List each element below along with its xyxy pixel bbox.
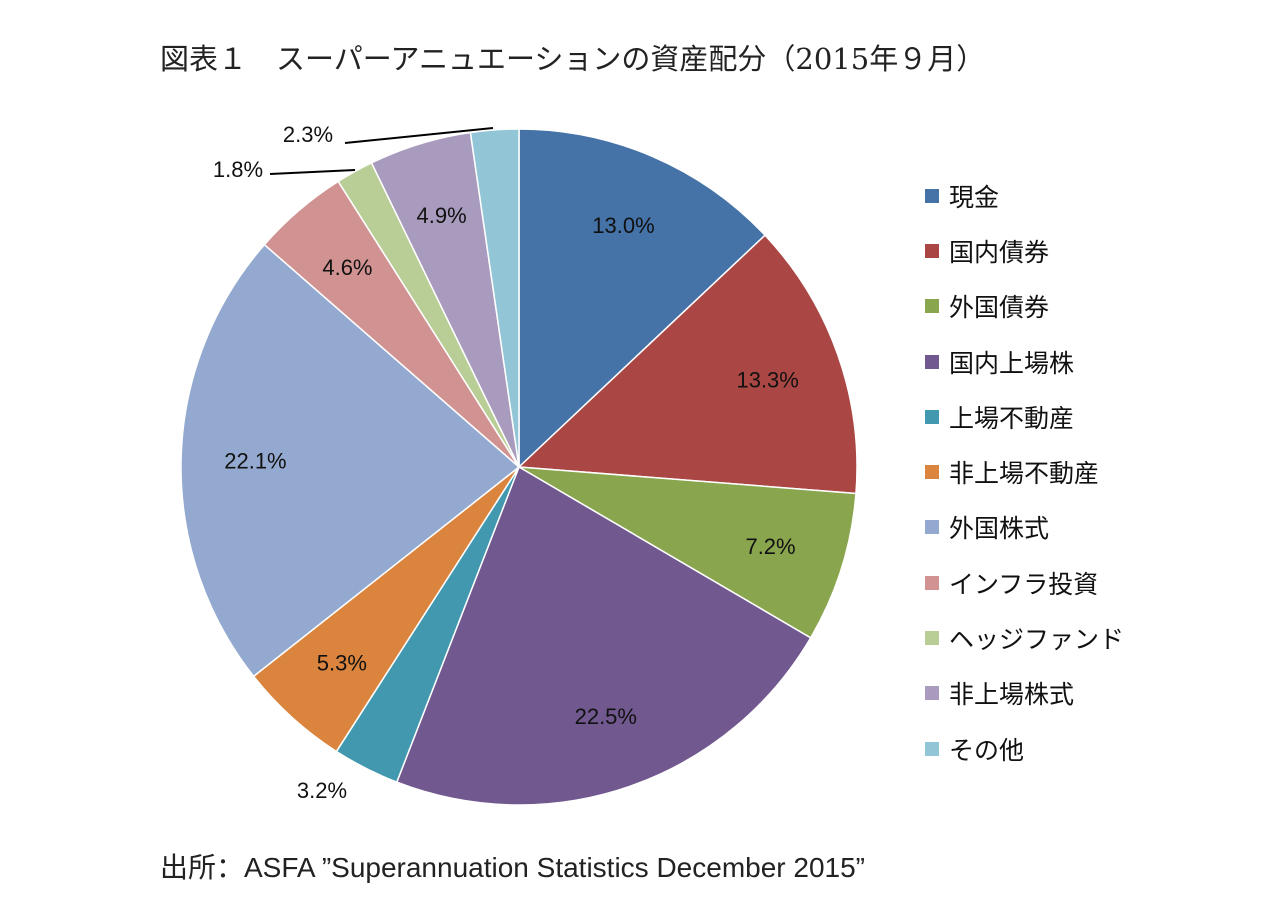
data-label-1: 13.3% <box>736 367 798 392</box>
legend-swatch <box>925 686 939 701</box>
pie-slice-1 <box>517 234 858 495</box>
legend-item: 国内債券 <box>925 223 1124 278</box>
legend-label: 国内上場株 <box>949 348 1075 378</box>
legend-label: 非上場不動産 <box>949 459 1100 489</box>
chart-title: 図表１ スーパーアニュエーションの資産配分（2015年９月） <box>160 42 986 76</box>
legend-swatch <box>925 188 939 203</box>
legend-label: 非上場株式 <box>949 680 1075 710</box>
pie-slice-3 <box>395 465 812 806</box>
legend-swatch <box>925 354 939 369</box>
legend-swatch <box>925 741 939 756</box>
legend-item: 非上場不動産 <box>925 444 1124 499</box>
legend-label: 上場不動産 <box>949 403 1075 433</box>
legend-swatch <box>925 575 939 590</box>
legend-label: 国内債券 <box>949 237 1050 267</box>
legend-item: 非上場株式 <box>925 666 1124 721</box>
legend-swatch <box>925 631 939 646</box>
pie-slice-0 <box>518 128 767 469</box>
data-label-0: 13.0% <box>592 213 654 238</box>
legend-item: インフラ投資 <box>925 555 1124 610</box>
legend-swatch <box>925 409 939 424</box>
legend-item: 上場不動産 <box>925 389 1124 444</box>
legend-swatch <box>925 243 939 258</box>
legend: 現金国内債券外国債券国内上場株上場不動産非上場不動産 外国株式インフラ投資 ヘッジフ… <box>925 168 1124 776</box>
pie-slice-10 <box>469 128 520 468</box>
legend-item: 現金 <box>925 168 1124 223</box>
pie-slice-2 <box>518 466 857 639</box>
data-label-5: 5.3% <box>317 650 367 675</box>
legend-item: 国内上場株 <box>925 334 1124 389</box>
data-label-4: 3.2% <box>297 778 347 803</box>
source-note: 出所：ASFA ”Superannuation Statistics Decem… <box>160 852 866 883</box>
legend-label: ヘッジファンド <box>949 625 1125 655</box>
legend-item: 外国債券 <box>925 279 1124 334</box>
data-label-9: 4.9% <box>417 203 467 228</box>
data-label-10: 2.3% <box>283 122 333 147</box>
data-label-3: 22.5% <box>575 704 637 729</box>
leader-line-8 <box>269 169 356 175</box>
data-label-6: 22.1% <box>224 448 286 473</box>
data-label-8: 1.8% <box>213 157 263 182</box>
legend-item: その他 <box>925 721 1124 776</box>
legend-label: 外国株式 <box>949 514 1050 544</box>
legend-swatch <box>925 520 939 535</box>
leader-line-10 <box>344 127 494 144</box>
pie-slice-6 <box>180 243 521 678</box>
data-label-2: 7.2% <box>745 534 795 559</box>
legend-swatch <box>925 299 939 314</box>
legend-item: ヘッジファンド <box>925 610 1124 665</box>
legend-label: 現金 <box>949 182 1000 212</box>
legend-label: その他 <box>949 735 1025 765</box>
legend-label: 外国債券 <box>949 293 1050 323</box>
legend-item: 外国株式 <box>925 500 1124 555</box>
data-label-7: 4.6% <box>322 255 372 280</box>
legend-swatch <box>925 465 939 480</box>
legend-label: インフラ投資 <box>949 569 1099 599</box>
